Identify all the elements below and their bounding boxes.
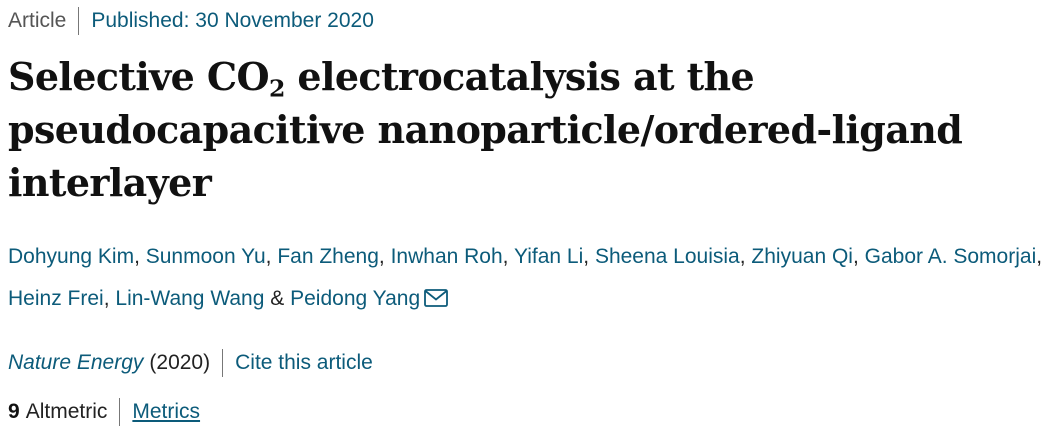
corresponding-author-link[interactable]: Peidong Yang: [290, 287, 421, 310]
author-separator: ,: [265, 245, 272, 268]
altmetric-label[interactable]: Altmetric: [25, 400, 108, 423]
author-ampersand: &: [270, 287, 285, 310]
author-link[interactable]: Sheena Louisia: [594, 245, 740, 268]
author-separator: ,: [502, 245, 509, 268]
meta-divider: [78, 7, 80, 35]
author-separator: ,: [378, 245, 385, 268]
metrics-bar: 9 Altmetric Metrics: [8, 395, 200, 429]
author-link[interactable]: Sunmoon Yu: [145, 245, 266, 268]
mail-icon[interactable]: [424, 280, 449, 322]
author-link[interactable]: Yifan Li: [513, 245, 584, 268]
title-part-2: electrocatalysis at the pseudocapacitive…: [8, 54, 963, 205]
author-link[interactable]: Inwhan Roh: [390, 245, 503, 268]
title-subscript: 2: [269, 74, 285, 103]
author-link[interactable]: Gabor A. Somorjai: [864, 245, 1037, 268]
journal-divider: [222, 349, 224, 377]
metrics-link[interactable]: Metrics: [132, 400, 201, 423]
author-list: Dohyung Kim, Sunmoon Yu, Fan Zheng, Inwh…: [8, 236, 1053, 322]
author-separator: ,: [134, 245, 140, 268]
author-link[interactable]: Heinz Frei: [8, 287, 104, 310]
altmetric-score[interactable]: 9: [8, 400, 20, 423]
article-title: Selective CO2 electrocatalysis at the ps…: [8, 50, 1048, 209]
author-link[interactable]: Fan Zheng: [277, 245, 379, 268]
journal-info: Nature Energy (2020) Cite this article: [8, 346, 373, 380]
cite-article-link[interactable]: Cite this article: [235, 351, 373, 374]
journal-link[interactable]: Nature Energy: [8, 351, 144, 374]
author-separator: ,: [739, 245, 746, 268]
author-separator: ,: [852, 245, 859, 268]
author-separator: ,: [583, 245, 590, 268]
publication-year: (2020): [149, 351, 211, 374]
author-link[interactable]: Zhiyuan Qi: [751, 245, 853, 268]
article-type: Article: [8, 9, 67, 32]
title-part-1: Selective CO: [8, 54, 270, 99]
metrics-divider: [119, 398, 121, 426]
author-separator: ,: [103, 287, 110, 310]
author-link[interactable]: Dohyung Kim: [8, 245, 135, 268]
published-date: Published: 30 November 2020: [91, 9, 374, 32]
article-meta: Article Published: 30 November 2020: [8, 6, 374, 36]
author-link[interactable]: Lin-Wang Wang: [115, 287, 265, 310]
author-separator: ,: [1036, 245, 1043, 268]
